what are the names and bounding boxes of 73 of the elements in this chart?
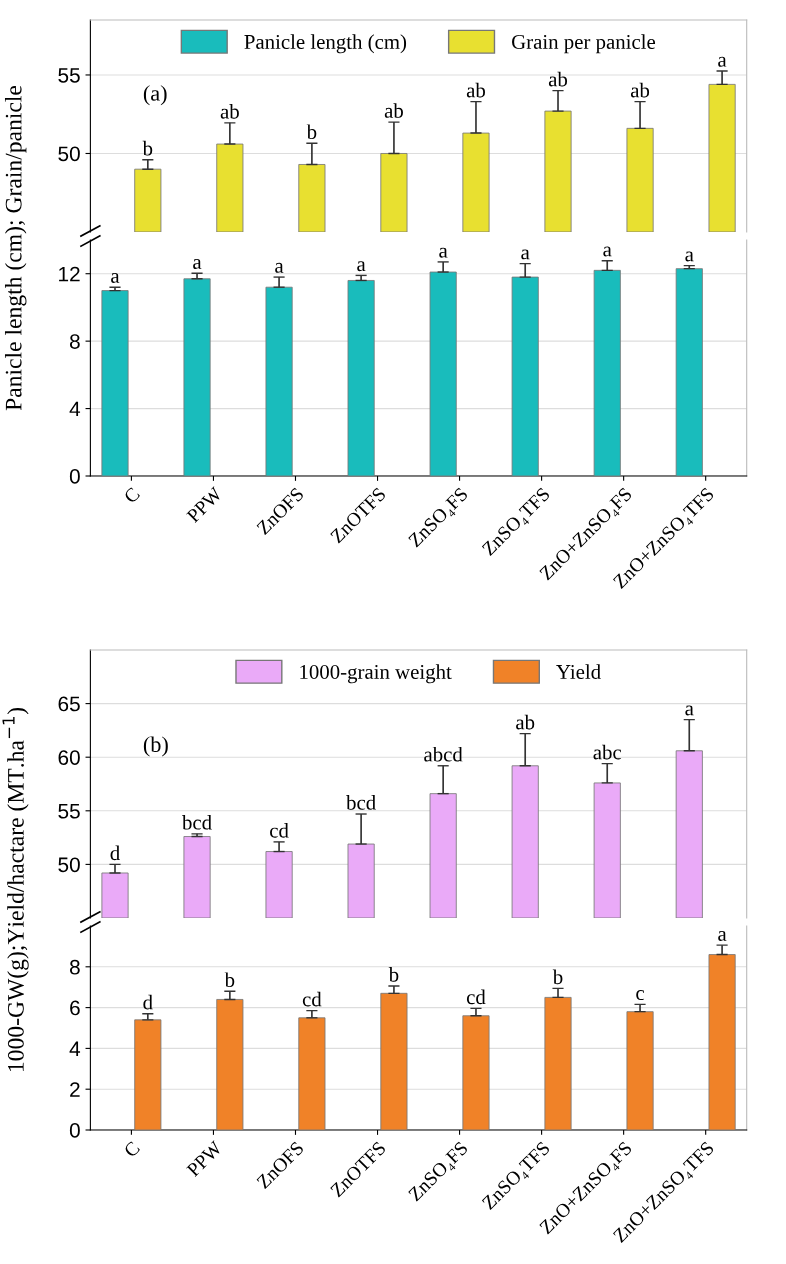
data-label: cd xyxy=(302,991,322,1007)
y-tick-label: 8 xyxy=(69,959,80,975)
data-label: ab xyxy=(630,82,650,98)
bar xyxy=(101,290,129,476)
data-label: b xyxy=(552,969,563,985)
y-tick-label: 2 xyxy=(70,1082,80,1097)
bar xyxy=(593,269,621,476)
y-axis-title: Panicle length (cm); Grain/panicle xyxy=(4,85,27,411)
y-tick-label: 60 xyxy=(58,750,80,765)
x-tick-label: C xyxy=(123,486,141,504)
bar xyxy=(511,276,539,476)
bar xyxy=(675,268,703,476)
legend-label: Grain per panicle xyxy=(512,34,656,54)
data-label: a xyxy=(193,259,202,269)
y-tick-label: 55 xyxy=(58,804,80,819)
data-label: a xyxy=(685,251,694,262)
y-tick-label: 65 xyxy=(58,696,80,712)
bar xyxy=(265,286,293,476)
data-label: d xyxy=(110,845,120,861)
data-label: a xyxy=(718,930,727,941)
bar xyxy=(183,278,211,476)
data-label: abcd xyxy=(424,746,463,762)
data-label: a xyxy=(603,246,612,257)
data-label: cd xyxy=(270,822,289,838)
bar xyxy=(462,1015,490,1130)
data-label: ab xyxy=(466,82,486,98)
annotation: (a) xyxy=(143,85,167,106)
y-tick-label: 50 xyxy=(58,857,80,873)
y-tick-label: 50 xyxy=(58,146,80,162)
data-label: ab xyxy=(384,103,403,118)
data-label: a xyxy=(357,261,366,272)
bar xyxy=(216,999,244,1130)
bar xyxy=(298,1017,326,1130)
bar xyxy=(380,992,408,1130)
x-tick-label: C xyxy=(123,1140,141,1158)
data-label: a xyxy=(718,56,727,67)
data-label: bcd xyxy=(182,814,212,830)
data-label: b xyxy=(142,140,153,156)
y-axis-title: 1000-GW(g);Yield/hactare (MT.ha$^{−1}$) xyxy=(2,708,29,1072)
data-label: b xyxy=(388,967,399,982)
data-label: a xyxy=(111,272,120,283)
annotation: (b) xyxy=(143,736,168,757)
data-label: b xyxy=(224,972,235,988)
y-tick-label: 0 xyxy=(69,469,80,484)
y-tick-label: 4 xyxy=(69,401,81,417)
data-label: a xyxy=(439,247,448,258)
legend-label: 1000-grain weight xyxy=(300,664,452,684)
y-tick-label: 12 xyxy=(59,266,80,282)
legend-label: Panicle length (cm) xyxy=(244,34,407,54)
bar xyxy=(708,954,736,1130)
data-label: cd xyxy=(466,989,486,1005)
data-label: c xyxy=(636,990,645,1001)
data-label: d xyxy=(143,994,153,1010)
data-label: ab xyxy=(220,103,239,119)
y-tick-label: 55 xyxy=(58,68,80,83)
data-label: a xyxy=(685,705,694,716)
data-label: a xyxy=(521,249,530,260)
bar xyxy=(544,996,572,1130)
data-label: b xyxy=(306,124,317,140)
data-label: ab xyxy=(516,714,535,730)
y-tick-label: 6 xyxy=(70,1000,80,1016)
bar xyxy=(626,1011,654,1130)
legend-label: Yield xyxy=(556,664,601,679)
y-tick-label: 0 xyxy=(69,1123,80,1138)
bar xyxy=(134,1019,162,1130)
bar xyxy=(347,280,375,476)
y-tick-label: 8 xyxy=(69,334,80,349)
data-label: ab xyxy=(548,71,568,87)
data-label: a xyxy=(275,262,284,273)
bar xyxy=(429,271,457,476)
data-label: bcd xyxy=(346,795,376,810)
data-label: abc xyxy=(593,744,622,760)
y-tick-label: 4 xyxy=(69,1041,81,1056)
